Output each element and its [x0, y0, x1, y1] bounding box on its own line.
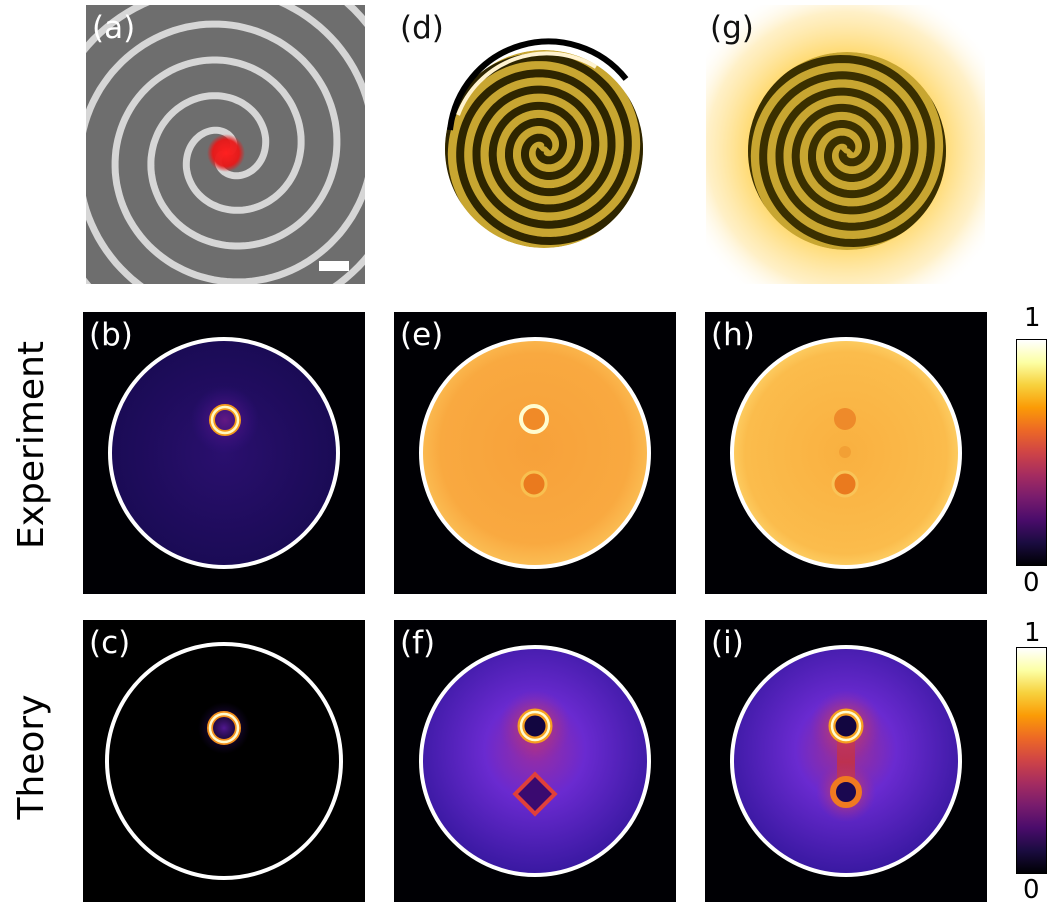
panel-c-theory: (c): [83, 620, 365, 902]
spiral-arm: [748, 52, 946, 248]
focal-spot-marker: [207, 134, 245, 172]
colorbar-top-max-label: 1: [1024, 303, 1041, 333]
panel-label-b: (b): [89, 317, 133, 353]
row-label-theory: Theory: [11, 694, 52, 820]
panel-h-experiment: (h): [705, 312, 987, 594]
panel-label-d: (d): [400, 10, 444, 46]
colorbar-bottom-min-label: 0: [1023, 875, 1040, 905]
row-label-experiment: Experiment: [11, 340, 52, 549]
spiral-arm: [748, 54, 946, 250]
panel-label-h: (h): [711, 317, 755, 353]
colorbar-theory: [1016, 647, 1047, 874]
panel-d-spiral-mask: (d): [396, 5, 686, 284]
panel-label-e: (e): [400, 317, 444, 353]
colorbar-experiment: [1016, 339, 1047, 566]
panel-e-experiment: (e): [394, 312, 676, 594]
panel-label-g: (g): [710, 10, 754, 46]
panel-label-f: (f): [400, 625, 436, 661]
panel-g-spiral-glow: (g): [706, 5, 985, 284]
colorbar-top-min-label: 0: [1023, 568, 1040, 598]
spiral-arm: [86, 5, 365, 284]
panel-i-theory: (i): [705, 620, 987, 902]
scale-bar: [319, 261, 349, 271]
spiral-arm: [445, 50, 643, 246]
colorbar-bottom-max-label: 1: [1024, 618, 1041, 648]
panel-b-experiment: (b): [83, 312, 365, 594]
panel-a-sem-image: (a): [86, 5, 365, 284]
panel-f-theory: (f): [394, 620, 676, 902]
panel-label-a: (a): [92, 10, 136, 46]
panel-label-i: (i): [711, 625, 744, 661]
spiral-arm: [86, 5, 365, 284]
panel-label-c: (c): [89, 625, 131, 661]
